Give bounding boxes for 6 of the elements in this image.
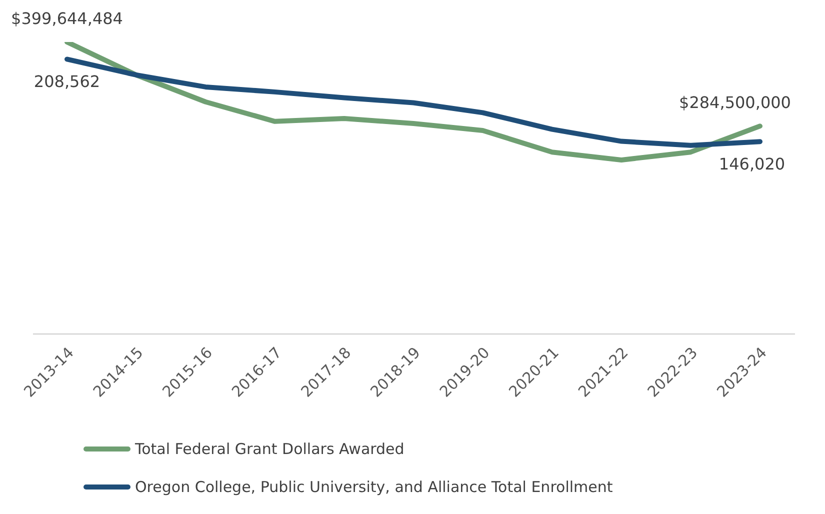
legend-label: Total Federal Grant Dollars Awarded xyxy=(135,440,404,458)
annotation: $284,500,000 xyxy=(679,93,791,112)
text: $399,644,484 xyxy=(11,9,123,28)
legend-label: Oregon College, Public University, and Alliance Total Enrollment xyxy=(135,478,613,496)
annotation: 208,562 xyxy=(34,72,100,92)
annotation: 146,020 xyxy=(718,154,786,174)
